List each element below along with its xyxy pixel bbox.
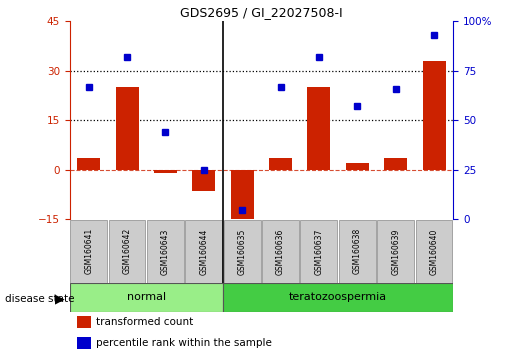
Bar — [70, 283, 223, 312]
Bar — [147, 220, 184, 282]
Text: GSM160641: GSM160641 — [84, 228, 93, 274]
Bar — [224, 220, 261, 282]
Bar — [346, 163, 369, 170]
Bar — [77, 158, 100, 170]
Bar — [77, 337, 91, 349]
Bar — [307, 87, 331, 170]
Bar — [154, 170, 177, 173]
Bar — [77, 316, 91, 328]
Text: GSM160642: GSM160642 — [123, 228, 131, 274]
Bar — [384, 158, 407, 170]
Text: disease state: disease state — [5, 294, 75, 304]
Bar — [422, 61, 445, 170]
Text: GSM160640: GSM160640 — [430, 228, 438, 275]
Text: GSM160639: GSM160639 — [391, 228, 400, 275]
Bar — [185, 220, 222, 282]
Bar — [262, 220, 299, 282]
Text: GSM160637: GSM160637 — [315, 228, 323, 275]
Title: GDS2695 / GI_22027508-I: GDS2695 / GI_22027508-I — [180, 6, 342, 19]
Text: percentile rank within the sample: percentile rank within the sample — [96, 338, 272, 348]
Bar — [70, 220, 107, 282]
Bar — [416, 220, 453, 282]
Text: transformed count: transformed count — [96, 317, 194, 327]
Bar — [109, 220, 146, 282]
Bar — [377, 220, 414, 282]
Text: ▶: ▶ — [55, 293, 64, 306]
Bar — [223, 283, 453, 312]
Text: GSM160643: GSM160643 — [161, 228, 170, 275]
Bar — [192, 170, 215, 192]
Bar — [269, 158, 292, 170]
Text: GSM160636: GSM160636 — [276, 228, 285, 275]
Text: teratozoospermia: teratozoospermia — [289, 292, 387, 302]
Bar — [115, 87, 139, 170]
Bar — [339, 220, 376, 282]
Bar — [231, 170, 254, 223]
Text: normal: normal — [127, 292, 166, 302]
Bar — [300, 220, 337, 282]
Text: GSM160644: GSM160644 — [199, 228, 208, 275]
Text: GSM160638: GSM160638 — [353, 228, 362, 274]
Text: GSM160635: GSM160635 — [238, 228, 247, 275]
